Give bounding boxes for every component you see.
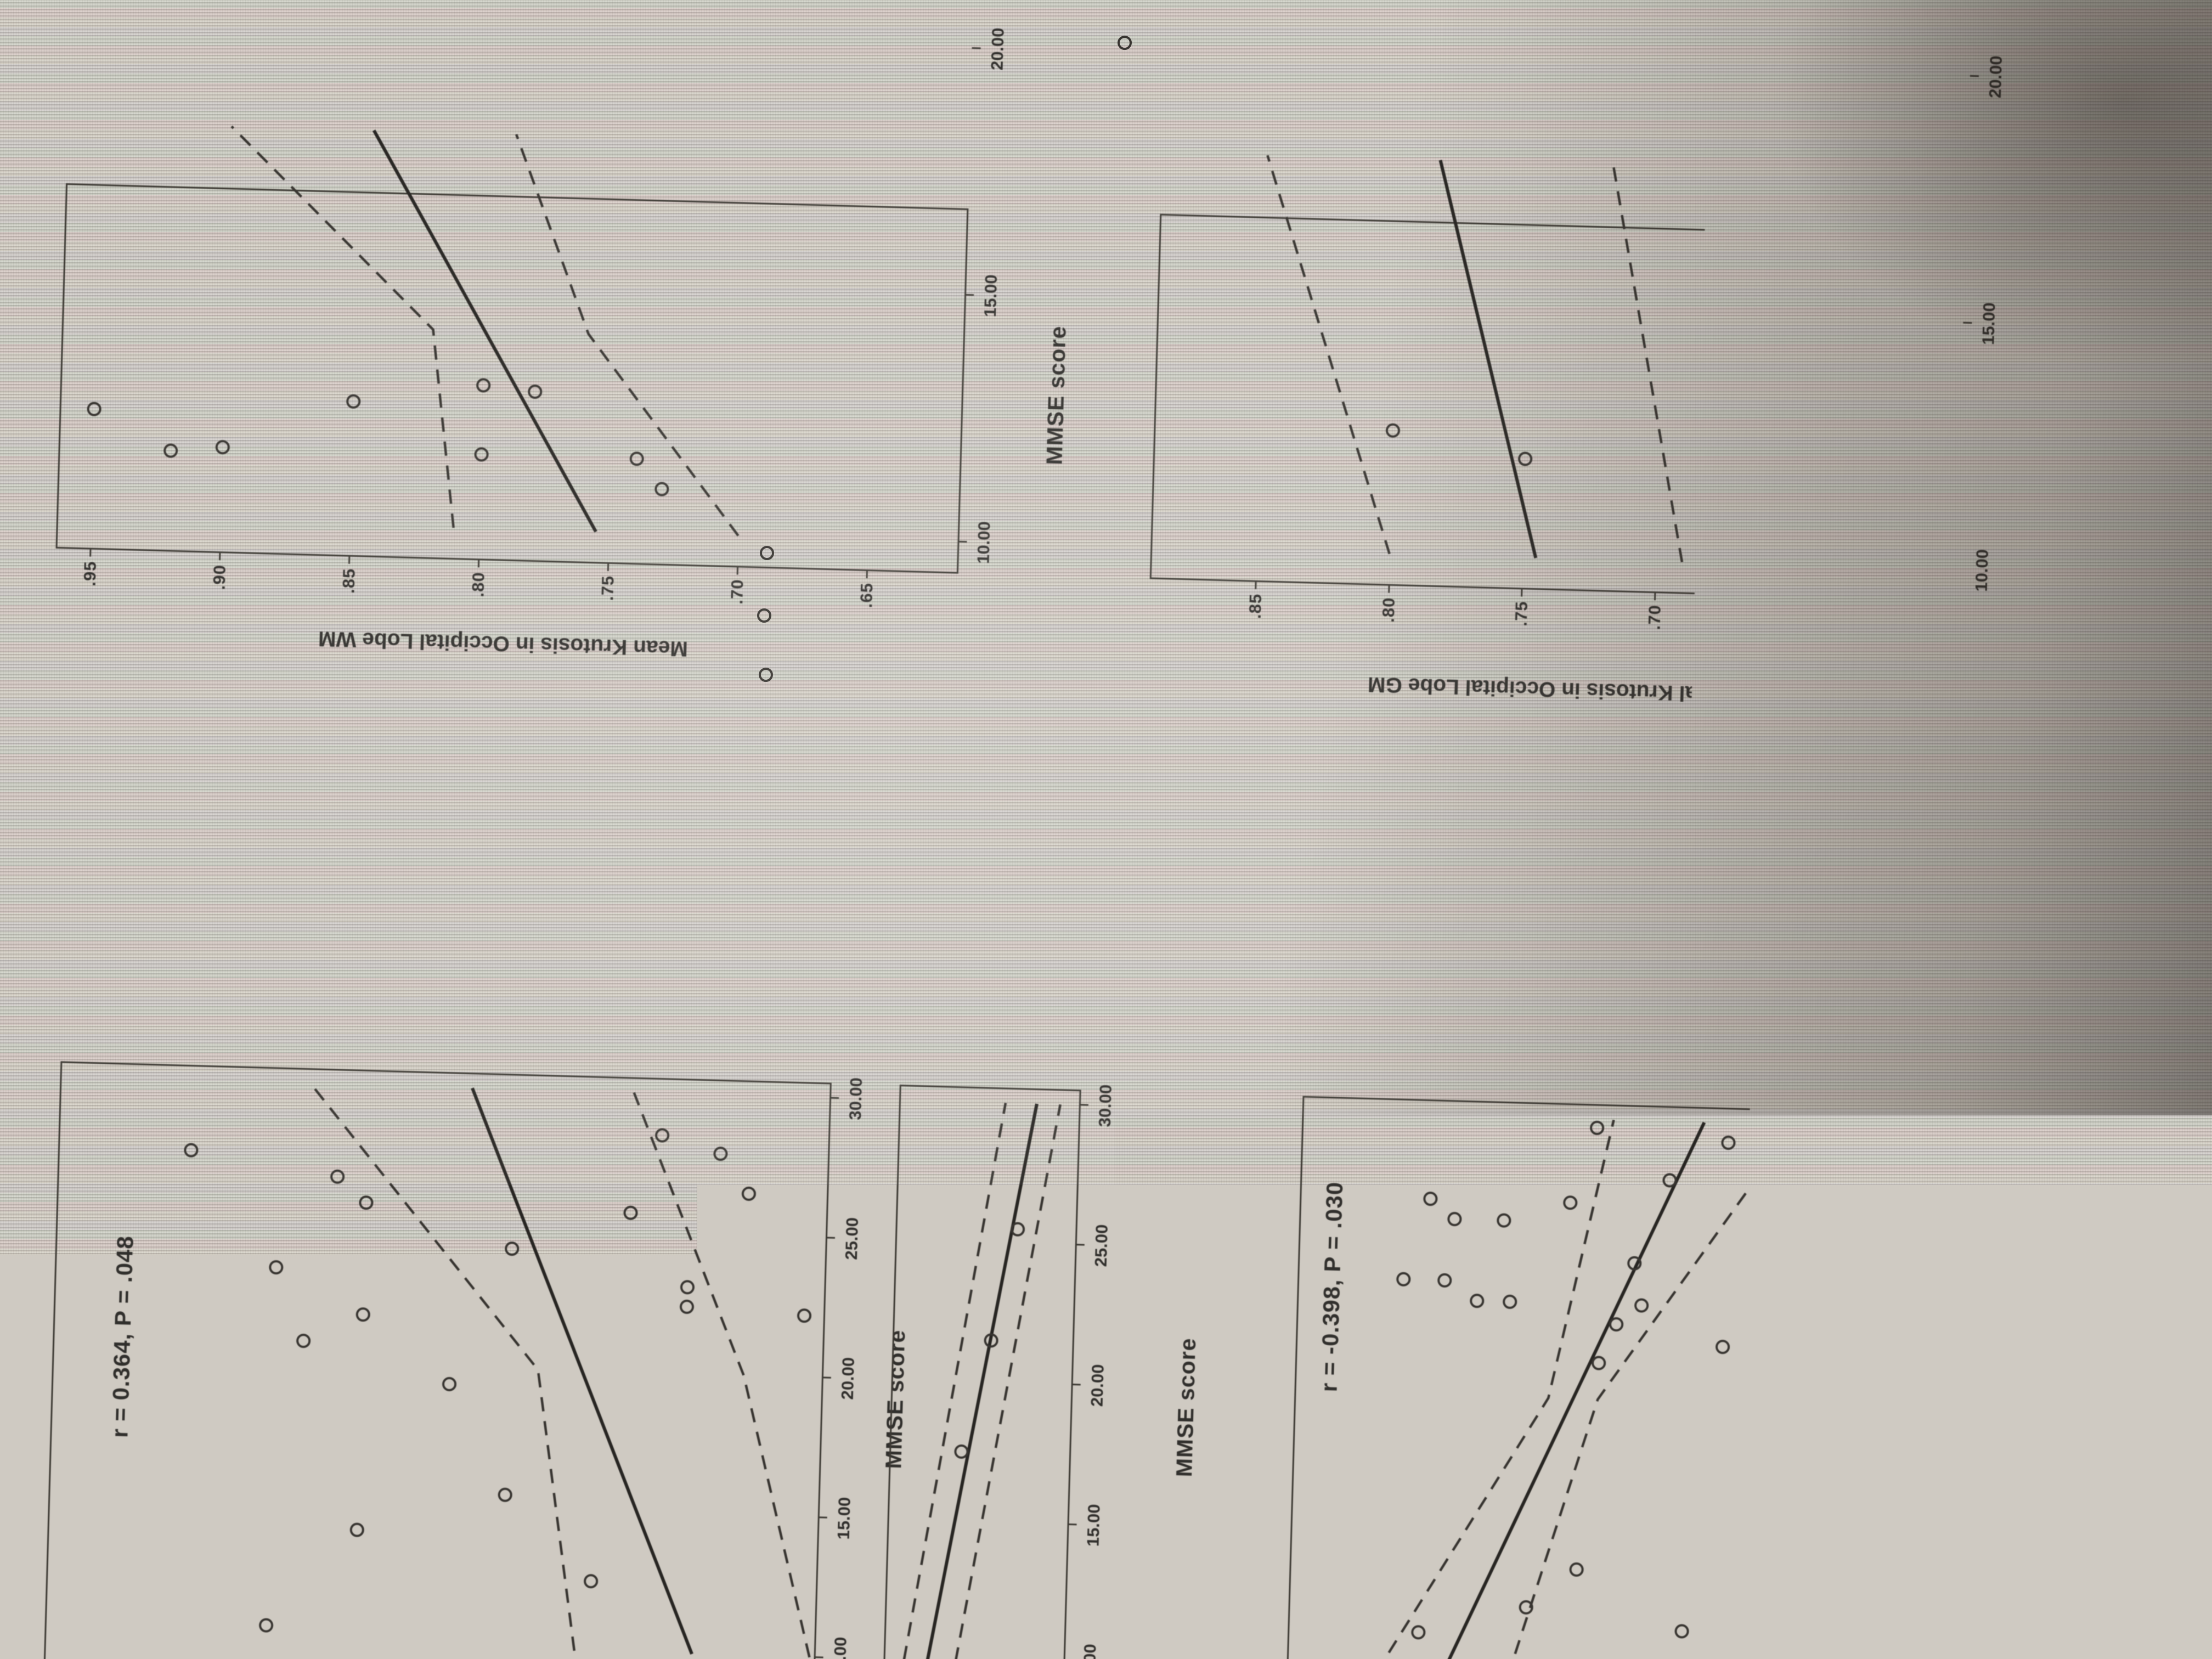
photographed-figure: .95.90.85.80.75.7010.0015.0020.0025.0030… [0, 0, 2212, 1659]
logo-cn-text [1995, 1404, 2212, 1492]
watermark-logo: MEDIECO GROUP [1820, 1393, 2212, 1547]
mediec-face-icon [1820, 1393, 1974, 1547]
logo-en-text: MEDIECO GROUP [1995, 1502, 2212, 1536]
